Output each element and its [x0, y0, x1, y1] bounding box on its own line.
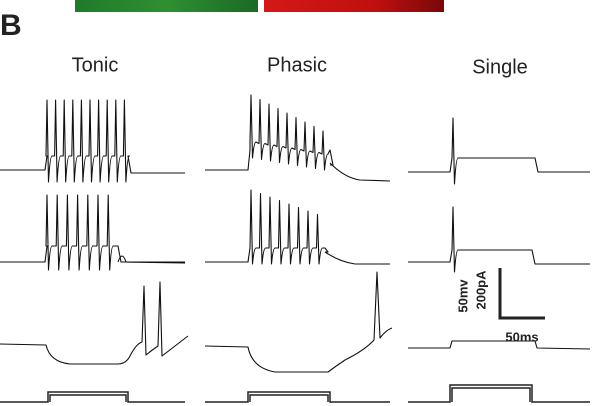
trace: [0, 100, 185, 182]
scale-label: 50ms: [505, 329, 538, 344]
trace: [325, 252, 390, 264]
trace: [205, 190, 328, 264]
panel-label: B: [0, 9, 22, 42]
traces: [0, 95, 590, 402]
scale-label: 200pA: [473, 270, 488, 310]
column-title: Tonic: [72, 54, 119, 76]
trace: [330, 163, 390, 181]
trace: [408, 118, 590, 184]
stimulus: [0, 392, 185, 402]
trace: [408, 207, 590, 272]
page: B Tonic Phasic Single 50mv 200pA 50ms ((…: [0, 0, 592, 406]
column-title: Phasic: [267, 54, 327, 76]
stimulus: [205, 392, 390, 402]
trace: [0, 195, 185, 270]
trace: [0, 282, 188, 364]
figure-panel: B Tonic Phasic Single 50mv 200pA 50ms: [0, 0, 592, 406]
trace: [205, 95, 333, 170]
scale-label: 50mv: [455, 279, 470, 313]
trace: [205, 272, 392, 372]
green-bar: [75, 0, 258, 12]
scale-bar: [500, 268, 545, 318]
trace: [408, 341, 590, 349]
column-title: Single: [472, 56, 528, 78]
red-bar: [264, 0, 444, 12]
stimulus: [408, 385, 590, 402]
